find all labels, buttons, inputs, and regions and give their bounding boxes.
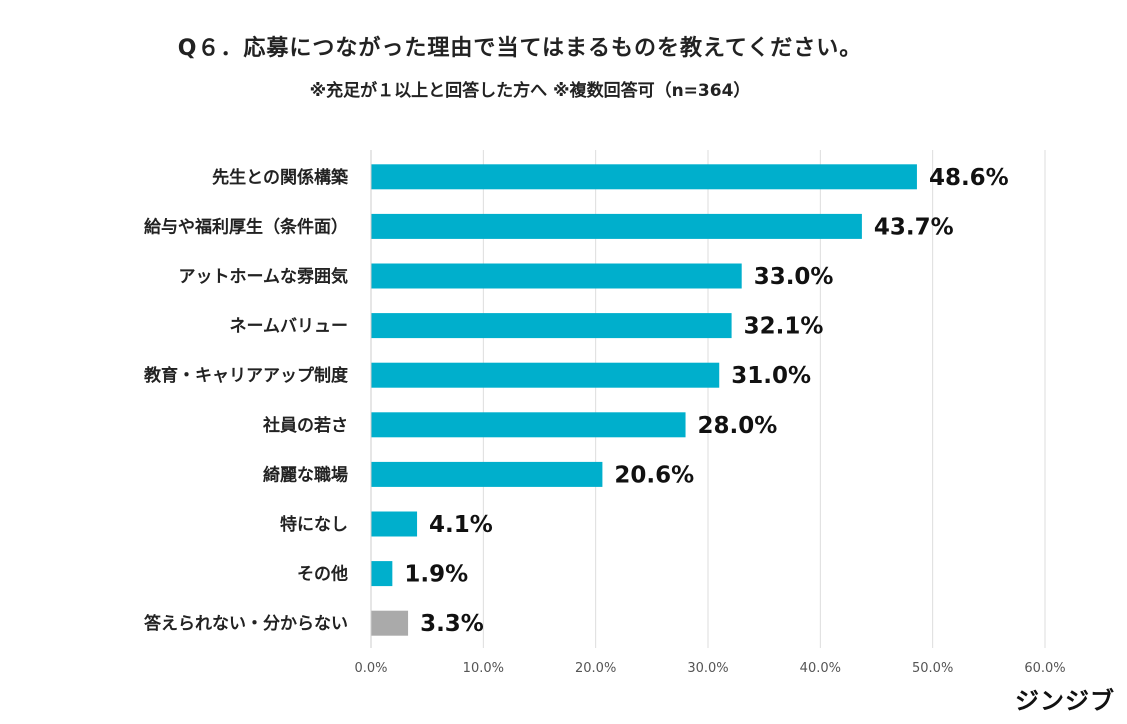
- x-tick-label: 0.0%: [354, 661, 387, 676]
- value-label: 31.0%: [731, 363, 811, 389]
- category-label: 教育・キャリアアップ制度: [143, 365, 349, 386]
- brand-logo: ジンジブ: [1015, 687, 1115, 715]
- value-label: 48.6%: [929, 165, 1009, 191]
- category-label: ネームバリュー: [230, 317, 349, 337]
- bar: [371, 561, 393, 587]
- category-label: 綺麗な職場: [263, 464, 348, 485]
- chart-title: Q６．応募につながった理由で当てはまるものを教えてください。: [177, 36, 863, 61]
- value-label: 33.0%: [754, 264, 834, 290]
- bar: [371, 461, 603, 487]
- x-tick-label: 20.0%: [575, 661, 616, 676]
- chart-subtitle: ※充足が１以上と回答した方へ ※複数回答可（n=364）: [309, 81, 751, 101]
- bar: [371, 362, 720, 388]
- value-label: 32.1%: [744, 314, 824, 340]
- x-tick-label: 60.0%: [1024, 661, 1065, 676]
- bar: [371, 610, 409, 636]
- value-label: 3.3%: [420, 611, 484, 637]
- value-label: 20.6%: [614, 462, 694, 488]
- bar: [371, 213, 862, 239]
- x-tick-label: 10.0%: [463, 661, 504, 676]
- x-tick-label: 50.0%: [912, 661, 953, 676]
- category-label: 社員の若さ: [262, 415, 348, 436]
- category-label: 先生との関係構築: [212, 167, 349, 188]
- bar: [371, 263, 742, 289]
- category-label: 答えられない・分からない: [144, 613, 348, 634]
- value-label: 43.7%: [874, 214, 954, 240]
- x-tick-label: 30.0%: [687, 661, 728, 676]
- bar: [371, 313, 732, 339]
- value-label: 1.9%: [404, 562, 468, 588]
- category-label: 特になし: [280, 514, 348, 535]
- bar: [371, 412, 686, 438]
- bar: [371, 164, 917, 190]
- bar: [371, 511, 418, 537]
- x-tick-label: 40.0%: [800, 661, 841, 676]
- category-label: 給与や福利厚生（条件面）: [144, 216, 348, 237]
- category-label: アットホームな雰囲気: [179, 266, 349, 287]
- value-label: 4.1%: [429, 512, 493, 538]
- category-label: その他: [297, 564, 348, 585]
- value-label: 28.0%: [698, 413, 778, 439]
